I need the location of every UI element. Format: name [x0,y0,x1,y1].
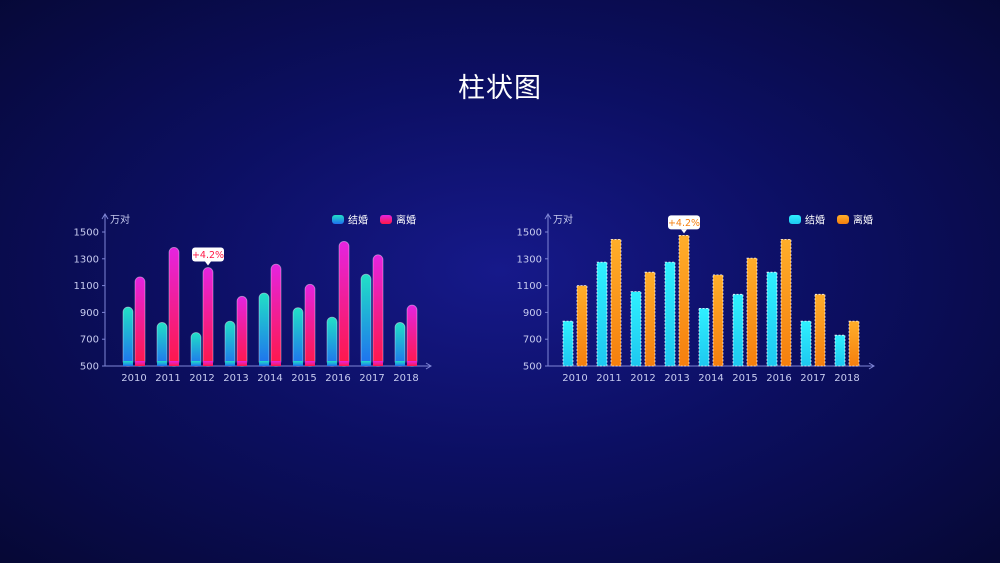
bar-marriage-2012 [630,291,642,367]
x-tick-label: 2011 [596,373,621,384]
bar-marriage-2013-base [225,361,235,366]
x-tick-label: 2013 [664,373,689,384]
bar-divorce-2011 [610,238,622,367]
x-tick-label: 2013 [223,373,248,384]
callout-text: +4.2% [192,250,224,261]
bar-marriage-2015 [732,293,744,367]
callout-pointer [205,261,211,266]
x-tick-label: 2018 [834,373,859,384]
page-title: 柱状图 [458,73,542,104]
bar-divorce-2018 [848,320,860,367]
y-tick-label: 700 [523,335,542,346]
y-tick-label: 900 [80,308,99,319]
y-tick-label: 1300 [517,254,542,265]
x-tick-label: 2011 [155,373,180,384]
y-axis-arrow [544,213,552,220]
bar-marriage-2010 [562,320,574,367]
bar-divorce-2014 [712,274,724,367]
legend-label-2: 离婚 [396,214,416,227]
x-tick-label: 2010 [121,373,146,384]
x-tick-label: 2018 [393,373,418,384]
legend-label-1: 结婚 [348,214,368,227]
y-tick-label: 1500 [517,228,542,239]
callout-text: +4.2% [668,218,700,229]
legend-swatch-1 [332,215,344,224]
y-tick-label: 500 [80,362,99,373]
x-tick-label: 2015 [291,373,316,384]
bar-divorce-2012-base [203,361,213,366]
x-tick-label: 2016 [766,373,791,384]
bar-divorce-2010 [576,285,588,367]
bar-marriage-2012-base [191,361,201,366]
annotation-callout: +4.2% [192,247,224,266]
bar-divorce-2017 [814,293,826,367]
bar-divorce-2015 [746,257,758,367]
bar-marriage-2018 [834,334,846,367]
y-axis-unit: 万对 [553,213,573,226]
callout-pointer [681,229,687,234]
bar-marriage-2011-base [157,361,167,366]
y-tick-label: 1100 [517,281,542,292]
legend-swatch-2 [380,215,392,224]
x-tick-label: 2017 [359,373,384,384]
bar-marriage-2010-base [123,361,133,366]
callout-box [192,247,224,262]
y-axis-arrow [101,213,109,220]
bar-marriage-2015-base [293,361,303,366]
bar-marriage-2013 [664,261,676,367]
annotation-callout: +4.2% [668,215,700,234]
bar-marriage-2017 [800,320,812,367]
bar-divorce-2016-base [339,361,349,366]
y-tick-label: 700 [80,335,99,346]
bar-divorce-2016 [780,238,792,367]
x-tick-label: 2017 [800,373,825,384]
x-tick-label: 2014 [257,373,282,384]
bar-marriage-2016 [766,271,778,367]
bar-divorce-2013-base [237,361,247,366]
bar-marriage-2014-base [259,361,269,366]
bar-marriage-2018-base [395,361,405,366]
y-tick-label: 900 [523,308,542,319]
bar-divorce-2015-base [305,361,315,366]
x-tick-label: 2016 [325,373,350,384]
bar-divorce-2011-base [169,361,179,366]
bar-divorce-2014-base [271,361,281,366]
bar-marriage-2017-base [361,361,371,366]
y-tick-label: 1500 [74,228,99,239]
bar-divorce-2012 [644,271,656,367]
bar-divorce-2010-base [135,361,145,366]
y-tick-label: 1100 [74,281,99,292]
legend-swatch-2 [837,215,849,224]
callout-box [668,215,700,230]
bar-divorce-2018-base [407,361,417,366]
legend-label-2: 离婚 [853,214,873,227]
bar-marriage-2011 [596,261,608,367]
legend-label-1: 结婚 [805,214,825,227]
x-tick-label: 2012 [189,373,214,384]
bar-divorce-2017-base [373,361,383,366]
bar-marriage-2014 [698,307,710,367]
bar-divorce-2013 [678,234,690,367]
x-axis-arrow [425,362,432,370]
x-axis-arrow [868,362,875,370]
x-tick-label: 2015 [732,373,757,384]
y-tick-label: 1300 [74,254,99,265]
x-tick-label: 2012 [630,373,655,384]
y-tick-label: 500 [523,362,542,373]
x-tick-label: 2010 [562,373,587,384]
y-axis-unit: 万对 [110,213,130,226]
x-tick-label: 2014 [698,373,723,384]
bar-marriage-2016-base [327,361,337,366]
legend-swatch-1 [789,215,801,224]
